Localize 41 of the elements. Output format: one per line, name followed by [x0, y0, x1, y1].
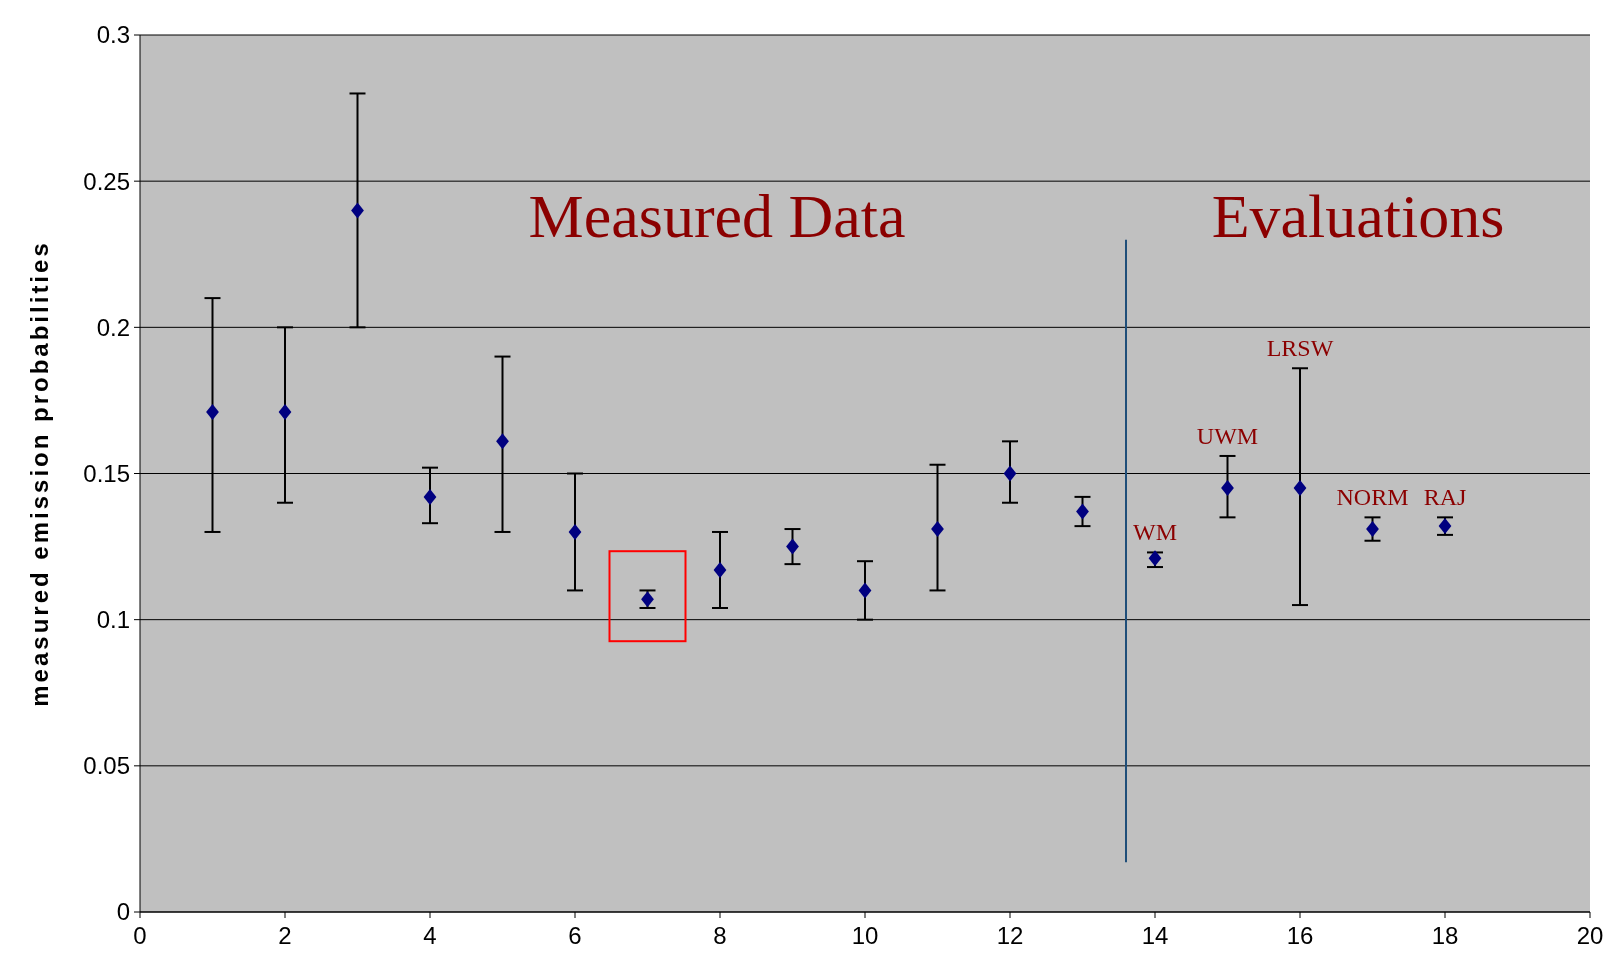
point	[1221, 480, 1234, 497]
x-tick-label: 6	[568, 922, 582, 949]
annotation: RAJ	[1423, 484, 1467, 511]
x-tick-label: 12	[996, 922, 1024, 949]
x-tick-label: 0	[133, 922, 147, 949]
x-tick-label: 14	[1141, 922, 1169, 949]
annotation: Measured Data	[528, 181, 906, 250]
y-tick-label: 0.3	[96, 21, 130, 49]
y-tick-label: 0.25	[83, 167, 130, 195]
point	[1366, 521, 1379, 538]
x-tick-label: 18	[1431, 922, 1459, 949]
point	[423, 488, 437, 505]
point	[713, 561, 727, 578]
x-tick-label: 8	[713, 922, 727, 949]
point	[568, 523, 582, 540]
point	[931, 521, 944, 538]
y-axis-title: measured emission probabilities	[26, 240, 53, 707]
annotation: Evaluations	[1211, 181, 1505, 250]
y-tick-label: 0.2	[96, 313, 130, 341]
x-tick-label: 16	[1286, 922, 1314, 949]
x-tick-label: 2	[278, 922, 292, 949]
x-tick-label: 10	[851, 922, 879, 949]
annotation: WM	[1133, 519, 1177, 546]
point	[1293, 480, 1307, 497]
y-tick-label: 0.15	[83, 459, 130, 487]
point	[1003, 465, 1017, 482]
point	[206, 404, 219, 421]
point	[858, 582, 872, 599]
point	[278, 404, 292, 421]
annotation: LRSW	[1266, 335, 1334, 362]
point	[786, 538, 799, 555]
annotation: NORM	[1336, 484, 1409, 511]
point	[496, 433, 509, 450]
x-tick-label: 4	[423, 922, 437, 949]
point	[351, 202, 364, 219]
x-tick-label: 20	[1576, 922, 1604, 949]
annotation: UWM	[1196, 422, 1259, 449]
y-tick-label: 0.05	[83, 752, 130, 780]
y-tick-label: 0.1	[96, 606, 130, 634]
point	[1076, 503, 1089, 520]
y-tick-label: 0	[116, 898, 130, 926]
